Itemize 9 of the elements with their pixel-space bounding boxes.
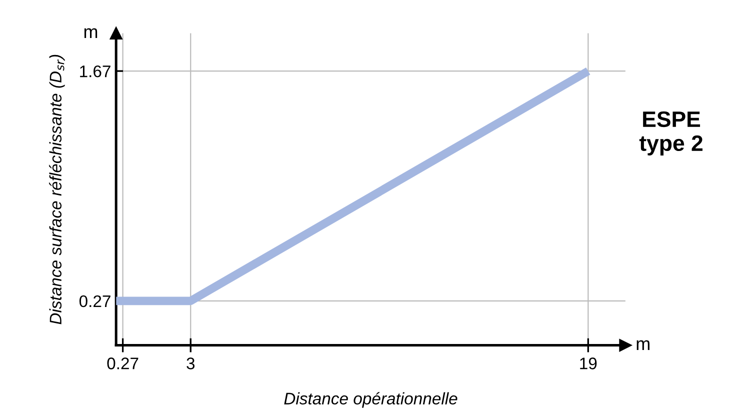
x-axis-title: Distance opérationnelle <box>284 392 458 408</box>
y-axis-title: Distance surface réfléchissante (D$_{sr}$) <box>49 54 65 324</box>
text: m <box>636 340 650 350</box>
x-tick-label: 3 <box>186 358 195 370</box>
text: ESPE type 2 <box>639 111 702 156</box>
x-tick-label: 19 <box>580 358 597 370</box>
x-tick-label: 0.27 <box>107 358 138 370</box>
y-tick-label: 1.67 <box>80 65 110 78</box>
text: m <box>84 28 98 38</box>
